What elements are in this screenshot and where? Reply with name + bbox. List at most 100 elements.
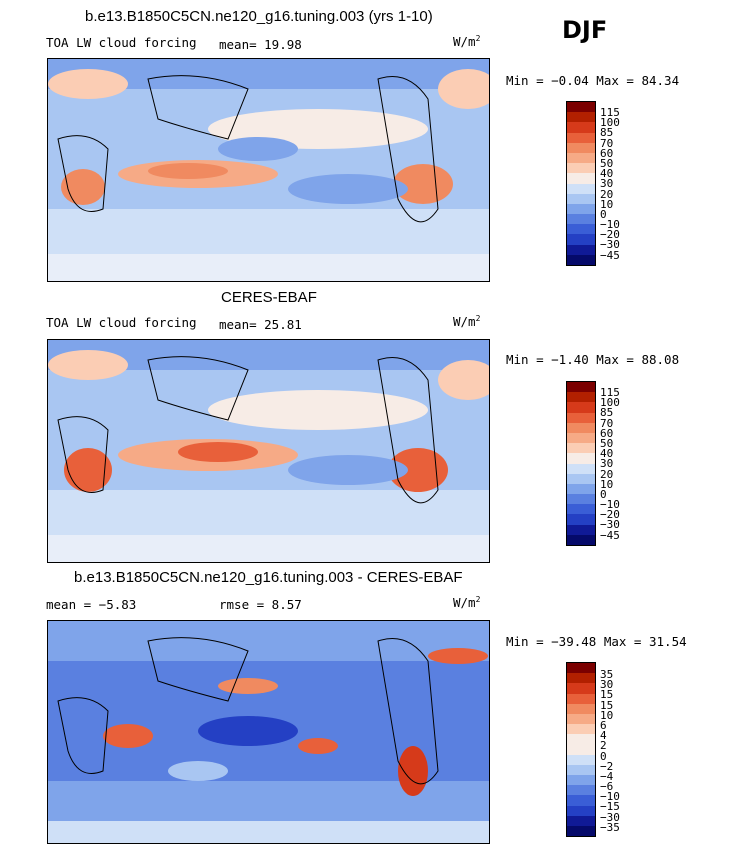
panel2-title: CERES-EBAF <box>221 289 317 306</box>
colorbar-tick-label: −10 <box>600 218 620 232</box>
colorbar-segment <box>567 703 595 714</box>
colorbar-segment <box>567 254 595 265</box>
panel1-title: b.e13.B1850C5CN.ne120_g16.tuning.003 (yr… <box>85 8 433 25</box>
colorbar-segment <box>567 214 595 225</box>
colorbar-segment <box>567 734 595 745</box>
colorbar-segment <box>567 826 595 837</box>
panel2-colorbar <box>566 381 596 546</box>
colorbar-tick-label: 15 <box>600 688 614 702</box>
colorbar-tick-label: 70 <box>600 136 614 150</box>
colorbar-segment <box>567 152 595 164</box>
colorbar-segment <box>567 422 595 433</box>
panel3-minmax: Min = −39.48 Max = 31.54 <box>506 634 687 649</box>
colorbar-segment <box>567 193 595 204</box>
colorbar-tick-label: 4 <box>600 729 607 743</box>
colorbar-tick-label: 0 <box>600 487 607 501</box>
colorbar-segment <box>567 473 595 484</box>
colorbar-segment <box>567 754 595 765</box>
colorbar-segment <box>567 483 595 495</box>
colorbar-segment <box>567 724 595 735</box>
colorbar-segment <box>567 663 595 674</box>
colorbar-segment <box>567 432 595 444</box>
colorbar-segment <box>567 382 595 393</box>
panel3-colorbar-ticks: 35 30 15 15 10 6 4 2 0 −2 −4 −6 −10 −15 −30 −35 <box>600 668 620 833</box>
colorbar-tick-label: 115 <box>600 386 620 399</box>
colorbar-tick-label: −45 <box>600 248 620 262</box>
colorbar-segment <box>567 805 595 816</box>
colorbar-tick-label: 70 <box>600 416 614 430</box>
colorbar-segment <box>567 443 595 454</box>
colorbar-tick-label: −10 <box>600 498 620 512</box>
panel3-units: W/m2 <box>453 595 481 611</box>
colorbar-tick-label: 50 <box>600 436 614 450</box>
panel1-colorbar-ticks: 115 100 85 70 60 50 40 30 20 10 0 −10 −20 −30 −45 <box>600 106 620 262</box>
colorbar-tick-label: 10 <box>600 197 614 211</box>
panel2-field-label: TOA LW cloud forcing <box>46 315 197 330</box>
colorbar-segment <box>567 795 595 806</box>
colorbar-tick-label: 40 <box>600 447 614 461</box>
panel2-map <box>47 339 490 563</box>
colorbar-segment <box>567 785 595 796</box>
panel3-map <box>47 620 490 844</box>
panel1-colorbar <box>566 101 596 266</box>
colorbar-segment <box>567 183 595 194</box>
colorbar-segment <box>567 524 595 535</box>
colorbar-tick-label: −15 <box>600 800 620 814</box>
colorbar-segment <box>567 673 595 684</box>
panel2-colorbar-ticks: 115 100 85 70 60 50 40 30 20 10 0 −10 −20 −30 −45 <box>600 386 620 542</box>
colorbar-segment <box>567 173 595 184</box>
colorbar-tick-label: 100 <box>600 116 620 130</box>
colorbar-segment <box>567 764 595 776</box>
colorbar-tick-label: 50 <box>600 156 614 170</box>
colorbar-tick-label: 85 <box>600 126 614 140</box>
colorbar-tick-label: 20 <box>600 467 614 481</box>
colorbar-tick-label: 20 <box>600 187 614 201</box>
colorbar-segment <box>567 775 595 786</box>
colorbar-segment <box>567 142 595 153</box>
colorbar-tick-label: 0 <box>600 207 607 221</box>
colorbar-segment <box>567 463 595 474</box>
colorbar-tick-label: −10 <box>600 790 620 804</box>
panel1-field-label: TOA LW cloud forcing <box>46 35 197 50</box>
colorbar-tick-label: 35 <box>600 668 614 681</box>
panel1-map <box>47 58 490 282</box>
panel2-mean: mean= 25.81 <box>219 317 302 332</box>
colorbar-tick-label: 60 <box>600 426 614 440</box>
colorbar-segment <box>567 514 595 525</box>
colorbar-tick-label: 10 <box>600 477 614 491</box>
colorbar-segment <box>567 494 595 505</box>
panel3-colorbar <box>566 662 596 838</box>
panel3-title: b.e13.B1850C5CN.ne120_g16.tuning.003 - C… <box>74 569 463 586</box>
season-label: DJF <box>562 16 608 44</box>
colorbar-segment <box>567 234 595 245</box>
colorbar-segment <box>567 453 595 464</box>
colorbar-segment <box>567 683 595 694</box>
colorbar-segment <box>567 132 595 143</box>
colorbar-segment <box>567 163 595 174</box>
colorbar-tick-label: 30 <box>600 457 614 471</box>
colorbar-segment <box>567 203 595 215</box>
colorbar-segment <box>567 412 595 423</box>
colorbar-segment <box>567 815 595 826</box>
colorbar-tick-label: −6 <box>600 780 614 794</box>
colorbar-tick-label: 115 <box>600 106 620 119</box>
colorbar-tick-label: 15 <box>600 698 614 712</box>
colorbar-segment <box>567 102 595 113</box>
colorbar-segment <box>567 534 595 545</box>
panel2-minmax: Min = −1.40 Max = 88.08 <box>506 352 680 367</box>
colorbar-segment <box>567 402 595 413</box>
panel1-mean: mean= 19.98 <box>219 37 302 52</box>
colorbar-tick-label: 30 <box>600 177 614 191</box>
colorbar-tick-label: −45 <box>600 528 620 542</box>
colorbar-segment <box>567 713 595 725</box>
colorbar-tick-label: −30 <box>600 238 620 252</box>
colorbar-segment <box>567 244 595 255</box>
panel3-rmse: rmse = 8.57 <box>219 597 302 612</box>
colorbar-segment <box>567 504 595 515</box>
panel2-units: W/m2 <box>453 314 481 330</box>
colorbar-tick-label: −2 <box>600 759 614 773</box>
colorbar-tick-label: 6 <box>600 718 607 732</box>
colorbar-segment <box>567 744 595 755</box>
panel3-mean: mean = −5.83 <box>46 597 137 612</box>
colorbar-tick-label: 100 <box>600 396 620 410</box>
